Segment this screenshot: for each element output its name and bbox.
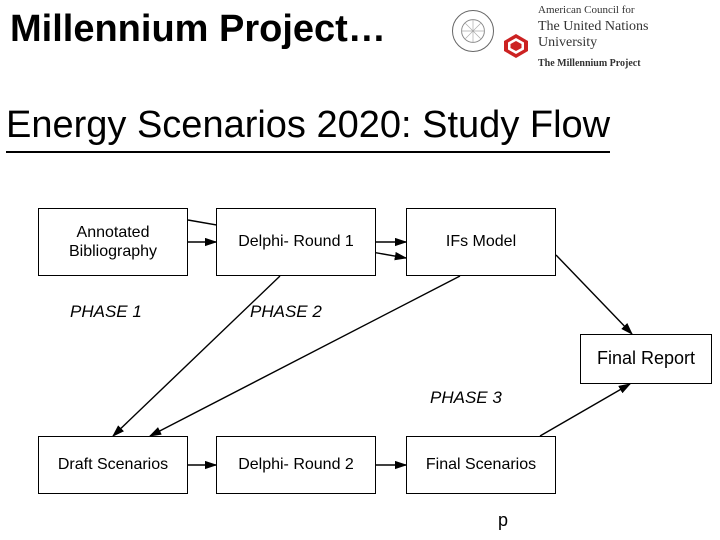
page-title: Millennium Project… xyxy=(10,8,386,51)
logo-line4: The Millennium Project xyxy=(538,58,641,69)
logo-line2: The United Nations xyxy=(538,19,648,35)
phase-3-label: PHASE 3 xyxy=(430,388,502,408)
node-final-report: Final Report xyxy=(580,334,712,384)
slide-root: American Council for The United Nations … xyxy=(0,0,720,540)
node-ifs-model: IFs Model xyxy=(406,208,556,276)
node-label: IFs Model xyxy=(446,232,516,251)
node-label: Draft Scenarios xyxy=(58,455,168,474)
node-annotated-bibliography: AnnotatedBibliography xyxy=(38,208,188,276)
node-label: Delphi- Round 1 xyxy=(238,232,354,251)
stray-glyph: p xyxy=(498,510,508,531)
phase-1-label: PHASE 1 xyxy=(70,302,142,322)
node-draft-scenarios: Draft Scenarios xyxy=(38,436,188,494)
node-label: Delphi- Round 2 xyxy=(238,455,354,474)
phase-2-label: PHASE 2 xyxy=(250,302,322,322)
node-final-scenarios: Final Scenarios xyxy=(406,436,556,494)
unu-logo-icon xyxy=(502,32,530,60)
subtitle: Energy Scenarios 2020: Study Flow xyxy=(6,104,610,153)
node-delphi-round-1: Delphi- Round 1 xyxy=(216,208,376,276)
node-label: AnnotatedBibliography xyxy=(69,223,157,261)
un-emblem-icon xyxy=(452,10,494,52)
node-delphi-round-2: Delphi- Round 2 xyxy=(216,436,376,494)
node-label: Final Scenarios xyxy=(426,455,536,474)
logo-line1: American Council for xyxy=(538,4,635,16)
logo-area: American Council for The United Nations … xyxy=(452,4,712,82)
logo-line3: University xyxy=(538,35,597,51)
node-label: Final Report xyxy=(597,348,695,370)
